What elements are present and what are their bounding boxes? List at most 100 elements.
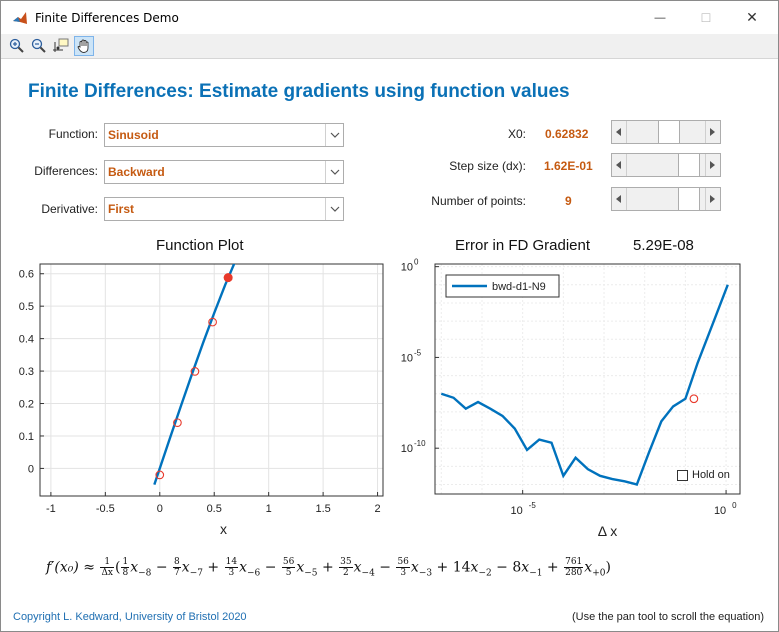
sample-point-marker	[173, 418, 182, 428]
x-tick-exponent: -5	[529, 501, 537, 510]
y-tick-exponent: -5	[414, 348, 422, 357]
differences-dropdown[interactable]: Backward	[104, 160, 344, 184]
legend-label: bwd-d1-N9	[492, 281, 546, 293]
page-title: Finite Differences: Estimate gradients u…	[28, 81, 570, 102]
slider-left-arrow-icon[interactable]	[612, 154, 627, 176]
x0-slider[interactable]	[611, 120, 721, 144]
y-tick-label: 0.6	[19, 269, 34, 281]
y-tick-label: 0.5	[19, 301, 34, 313]
function-plot[interactable]: -1 -0.5 0 0.5 1 1.5 2 0 0.1 0.2 0.3 0.4 0.5 0.6 x	[1, 256, 401, 546]
number-of-points-slider[interactable]	[611, 187, 721, 211]
error-plot-value: 5.29E-08	[633, 237, 694, 254]
slider-thumb[interactable]	[678, 188, 701, 210]
function-value: Sinusoid	[108, 128, 159, 142]
checkbox-box[interactable]	[677, 469, 688, 481]
x-axis-label: x	[220, 521, 227, 537]
function-label: Function:	[48, 127, 98, 141]
x-tick-label: 1	[266, 503, 272, 515]
pan-button[interactable]	[74, 36, 94, 56]
step-size-slider[interactable]	[611, 153, 721, 177]
y-tick-exponent: 0	[414, 258, 419, 267]
current-step-marker	[689, 394, 699, 404]
sample-point-marker	[190, 367, 200, 376]
x0-value: 0.62832	[545, 127, 589, 141]
plot-area	[435, 264, 740, 494]
step-size-value: 1.62E-01	[544, 159, 593, 173]
data-cursor-button[interactable]	[51, 36, 71, 56]
legend-box	[445, 274, 560, 298]
equation-dx-fraction: 1 Δx	[100, 557, 115, 578]
maximize-icon: ☐	[700, 10, 712, 25]
slider-left-arrow-icon[interactable]	[612, 188, 627, 210]
plot-area	[40, 264, 383, 496]
y-tick-label: 0.1	[19, 431, 34, 443]
pan-hint-text: (Use the pan tool to scroll the equation…	[571, 611, 764, 623]
y-tick-label: 0.3	[19, 366, 34, 378]
slider-right-arrow-icon[interactable]	[705, 121, 720, 143]
equation-prefix: f′(x₀) ≈	[46, 559, 95, 576]
copyright-text: Copyright L. Kedward, University of Bris…	[13, 611, 247, 623]
close-button[interactable]: ✕	[729, 1, 775, 34]
slider-thumb[interactable]	[657, 121, 680, 143]
y-tick-label: 10	[401, 443, 413, 455]
hold-on-label: Hold on	[692, 469, 730, 481]
function-line	[153, 264, 236, 486]
x-tick-label: 2	[374, 503, 380, 515]
slider-right-arrow-icon[interactable]	[705, 154, 720, 176]
x-axis-label: Δ x	[598, 523, 617, 539]
x-tick-label: 10	[511, 505, 523, 517]
pan-hand-icon	[77, 39, 89, 53]
title-bar: Finite Differences Demo — ☐ ✕	[1, 1, 778, 34]
minimize-button[interactable]: —	[637, 1, 683, 34]
x-tick-label: 0.5	[207, 503, 222, 515]
number-of-points-label: Number of points:	[431, 194, 526, 208]
figure-toolbar	[1, 34, 778, 59]
plot-frame	[434, 263, 741, 495]
hold-on-checkbox[interactable]: Hold on	[677, 469, 730, 481]
x-tick-label: 10	[714, 505, 726, 517]
minimize-icon: —	[654, 11, 666, 24]
y-tick-label: 10	[401, 262, 413, 274]
function-plot-title: Function Plot	[156, 237, 244, 254]
x-tick-label: -0.5	[96, 503, 115, 515]
number-of-points-value: 9	[565, 194, 572, 208]
fd-equation: f′(x₀) ≈ 1 Δx(1 8 x−8 − 8 7 x−7 + 14 3 x−6 − 56…	[46, 557, 611, 579]
y-tick-label: 0	[28, 463, 34, 475]
step-size-label: Step size (dx):	[449, 159, 526, 173]
slider-right-arrow-icon[interactable]	[705, 188, 720, 210]
y-tick-exponent: -10	[414, 439, 426, 448]
x-tick-label: -1	[46, 503, 56, 515]
x-tick-label: 1.5	[315, 503, 330, 515]
y-tick-label: 0.4	[19, 334, 34, 346]
y-tick-label: 0.2	[19, 399, 34, 411]
zoom-out-icon	[31, 38, 46, 53]
slider-thumb[interactable]	[678, 154, 701, 176]
y-tick-label: 10	[401, 352, 413, 364]
chevron-down-icon	[325, 198, 343, 220]
x0-label: X0:	[507, 127, 526, 141]
function-dropdown[interactable]: Sinusoid	[104, 123, 344, 147]
zoom-in-icon	[9, 38, 24, 53]
derivative-label: Derivative:	[41, 202, 98, 216]
x0-point-marker	[223, 273, 233, 283]
sample-point-marker	[208, 317, 217, 327]
derivative-dropdown[interactable]: First	[104, 197, 344, 221]
x-tick-label: 0	[157, 503, 163, 515]
error-plot-title: Error in FD Gradient	[455, 237, 591, 254]
plot-frame	[39, 263, 384, 497]
maximize-button[interactable]: ☐	[683, 1, 729, 34]
slider-left-arrow-icon[interactable]	[612, 121, 627, 143]
close-icon: ✕	[746, 9, 758, 25]
zoom-out-button[interactable]	[29, 36, 49, 56]
chevron-down-icon	[325, 124, 343, 146]
differences-label: Differences:	[34, 164, 98, 178]
window-title: Finite Differences Demo	[35, 11, 179, 25]
data-cursor-icon	[53, 38, 69, 52]
derivative-value: First	[108, 202, 135, 216]
x-tick-exponent: 0	[732, 501, 737, 510]
chevron-down-icon	[325, 161, 343, 183]
matlab-logo-icon	[13, 12, 27, 24]
zoom-in-button[interactable]	[7, 36, 27, 56]
